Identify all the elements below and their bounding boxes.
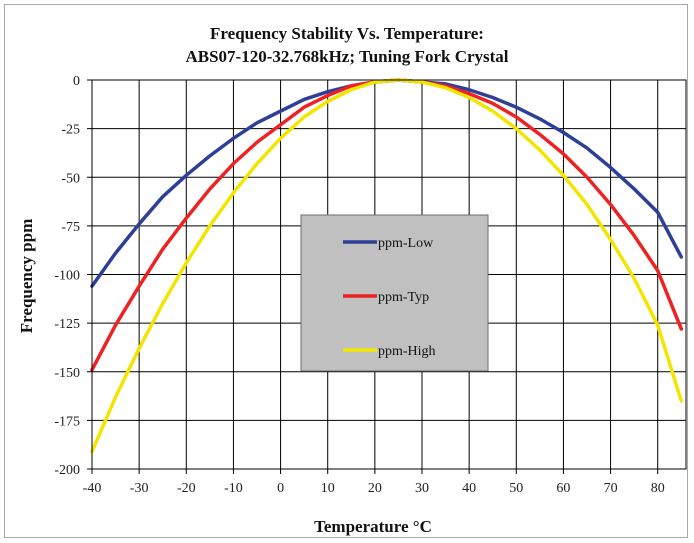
legend-label: ppm-Typ <box>378 290 429 305</box>
x-tick-label: 20 <box>368 481 382 496</box>
legend-label: ppm-Low <box>378 236 434 251</box>
x-tick-label: 80 <box>651 481 665 496</box>
chart-subtitle: ABS07-120-32.768kHz; Tuning Fork Crystal <box>185 47 509 66</box>
series-line-2 <box>90 78 684 454</box>
y-tick-label: -125 <box>54 317 80 332</box>
x-tick-label: -40 <box>83 481 102 496</box>
y-tick-label: -100 <box>54 269 80 284</box>
y-axis-label: Frequency ppm <box>17 219 36 333</box>
axes-layer: -40 -30 -20 -10 0 10 20 30 40 50 60 70 800-25-50-75-… <box>54 74 687 496</box>
x-tick-label: -10 <box>224 481 243 496</box>
x-tick-label: 40 <box>462 481 476 496</box>
x-axis-label: Temperature °C <box>314 517 432 536</box>
x-tick-label: -30 <box>130 481 149 496</box>
y-tick-label: -25 <box>61 123 80 138</box>
legend-label: ppm-High <box>378 344 436 359</box>
x-tick-label: 10 <box>321 481 335 496</box>
y-tick-label: -200 <box>54 463 80 478</box>
y-tick-label: -50 <box>61 171 80 186</box>
x-tick-label: 70 <box>604 481 618 496</box>
x-tick-label: -20 <box>177 481 196 496</box>
y-tick-label: 0 <box>73 74 80 89</box>
y-tick-label: -175 <box>54 414 80 429</box>
x-tick-label: 30 <box>415 481 429 496</box>
y-tick-label: -75 <box>61 220 80 235</box>
series-layer <box>90 78 684 454</box>
legend-box <box>300 214 489 372</box>
legend: ppm-Low ppm-Typ ppm-High <box>300 214 489 372</box>
chart-title: Frequency Stability Vs. Temperature: <box>210 24 484 43</box>
plot-area-border <box>91 79 687 470</box>
x-tick-label: 60 <box>556 481 570 496</box>
x-tick-label: 0 <box>277 481 284 496</box>
x-tick-label: 50 <box>509 481 523 496</box>
y-tick-label: -150 <box>54 366 80 381</box>
